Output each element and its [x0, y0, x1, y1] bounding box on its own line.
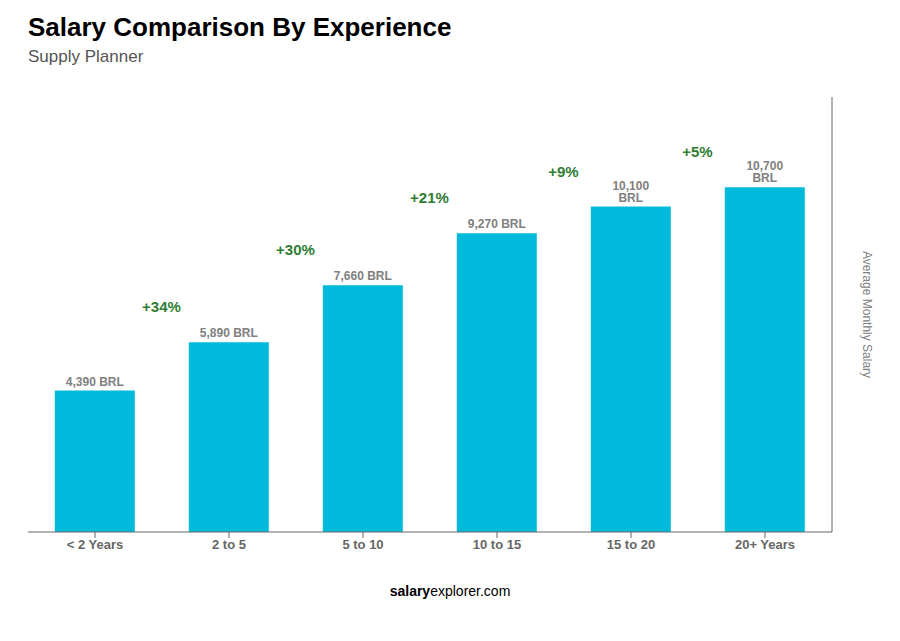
svg-text:+21%: +21% — [410, 189, 449, 206]
svg-text:+5%: +5% — [682, 143, 712, 160]
svg-text:10,100BRL: 10,100BRL — [612, 179, 649, 205]
svg-text:5,890 BRL: 5,890 BRL — [200, 326, 258, 340]
html-text:Salary Comparison By Experienc: Salary Comparison By Experience — [28, 12, 452, 42]
svg-text:20+ Years: 20+ Years — [735, 537, 795, 552]
svg-text:15 to 20: 15 to 20 — [607, 537, 655, 552]
svg-text:5 to 10: 5 to 10 — [342, 537, 383, 552]
html-text:Supply Planner: Supply Planner — [28, 47, 144, 66]
svg-text:10 to 15: 10 to 15 — [473, 537, 521, 552]
svg-text:< 2 Years: < 2 Years — [67, 537, 124, 552]
svg-text:9,270 BRL: 9,270 BRL — [468, 217, 526, 231]
svg-text:+9%: +9% — [548, 163, 578, 180]
svg-text:2 to 5: 2 to 5 — [212, 537, 246, 552]
svg-text:+34%: +34% — [142, 298, 181, 315]
svg-text:+30%: +30% — [276, 241, 315, 258]
svg-text:7,660 BRL: 7,660 BRL — [334, 269, 392, 283]
svg-text:Average Monthly Salary: Average Monthly Salary — [860, 251, 874, 378]
svg-text:10,700BRL: 10,700BRL — [746, 159, 783, 185]
svg-text:4,390 BRL: 4,390 BRL — [66, 375, 124, 389]
html-text:salary explorer.com: salary explorer.com — [389, 583, 511, 599]
